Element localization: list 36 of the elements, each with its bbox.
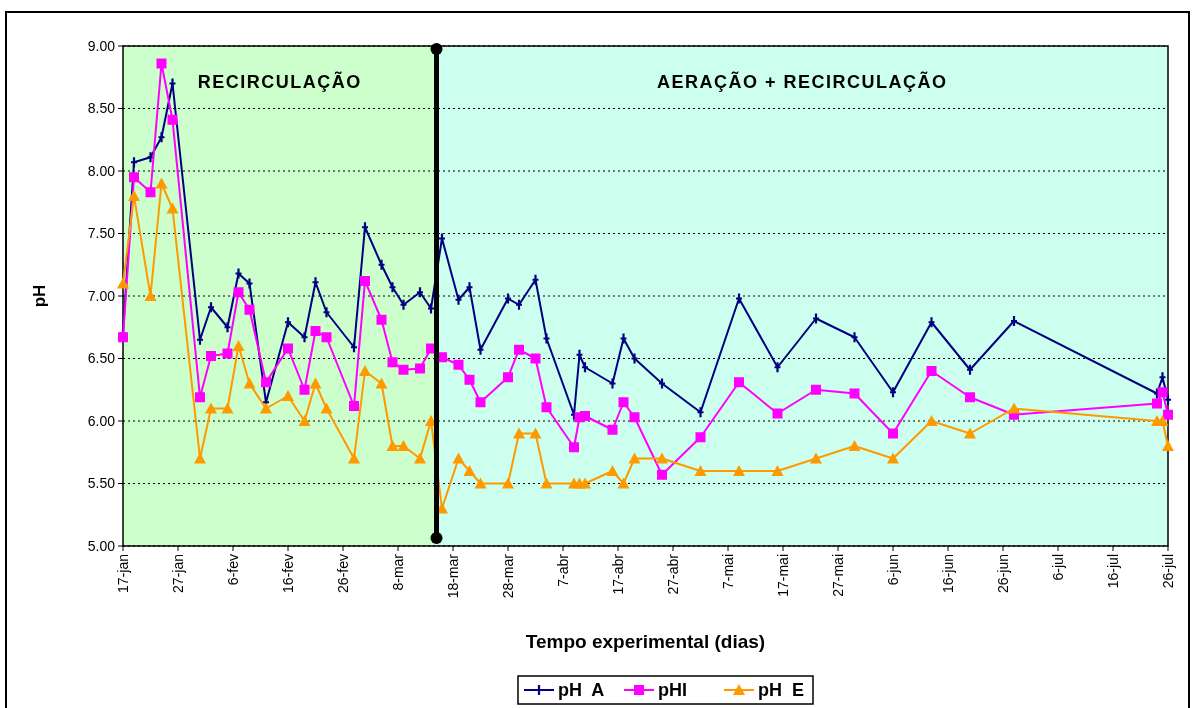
legend-label: pH A	[558, 680, 605, 701]
band-label: RECIRCULAÇÃO	[197, 71, 362, 92]
legend-label: pHI	[658, 680, 687, 701]
y-tick-label: 9.00	[87, 37, 116, 54]
x-tick-label: 6-fev	[224, 554, 241, 586]
x-tick-label: 26-fev	[334, 554, 351, 593]
y-tick-label: 6.50	[87, 350, 116, 367]
x-tick-label: 8-mar	[389, 553, 406, 591]
y-tick-label: 7.50	[87, 225, 116, 242]
x-tick-label: 27-abr	[664, 553, 681, 595]
y-axis-title: pH	[30, 284, 49, 308]
x-tick-label: 27-mai	[829, 554, 846, 597]
y-tick-label: 5.00	[87, 537, 116, 554]
x-tick-label: 7-mai	[719, 554, 736, 590]
x-tick-label: 16-jul	[1104, 554, 1121, 589]
x-tick-label: 17-jan	[114, 554, 131, 593]
y-tick-label: 7.00	[87, 287, 116, 304]
band-label: AERAÇÃO + RECIRCULAÇÃO	[656, 71, 948, 92]
x-tick-label: 27-jan	[169, 554, 186, 593]
legend-label: pH E	[758, 680, 805, 701]
x-tick-label: 17-abr	[609, 553, 626, 595]
x-axis-title: Tempo experimental (dias)	[525, 631, 766, 652]
x-tick-label: 6-jul	[1049, 554, 1066, 581]
x-tick-label: 16-jun	[939, 554, 956, 593]
y-tick-label: 6.00	[87, 412, 116, 429]
x-tick-label: 17-mai	[774, 554, 791, 597]
y-tick-label: 5.50	[87, 475, 116, 492]
x-tick-label: 16-fev	[279, 554, 296, 593]
x-tick-label: 26-jun	[994, 554, 1011, 593]
x-tick-label: 6-jun	[884, 554, 901, 586]
y-tick-label: 8.00	[87, 162, 116, 179]
x-tick-label: 18-mar	[444, 553, 461, 599]
x-tick-label: 26-jul	[1159, 554, 1176, 589]
x-tick-label: 28-mar	[499, 553, 516, 599]
y-tick-label: 8.50	[87, 100, 116, 117]
x-tick-label: 7-abr	[554, 553, 571, 587]
